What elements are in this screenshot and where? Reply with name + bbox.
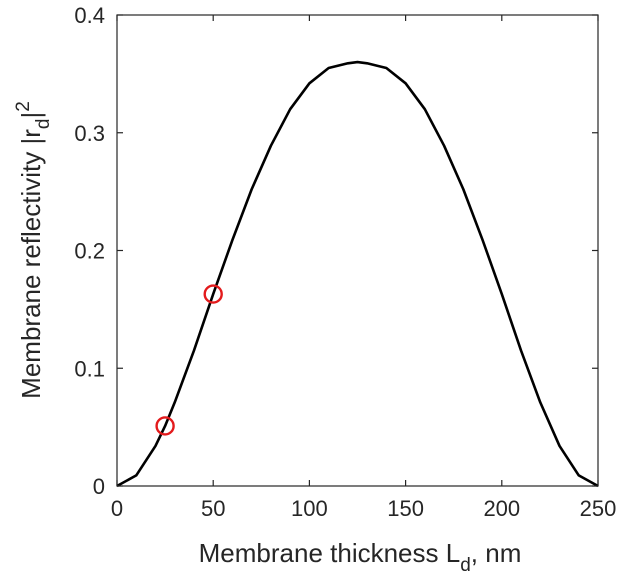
plot-area [116, 14, 599, 488]
y-axis-label: Membrane reflectivity |rd|2 [13, 101, 54, 399]
data-point-marker [155, 416, 175, 436]
x-tick-label: 200 [483, 496, 520, 521]
y-axis: 0 0.1 0.2 0.3 0.4 [74, 3, 598, 499]
x-axis-label: Membrane thickness Ld, nm [199, 538, 522, 576]
x-tick-label: 0 [111, 496, 123, 521]
axes-box [116, 14, 599, 487]
x-tick-label: 150 [387, 496, 424, 521]
x-tick-label: 250 [580, 496, 617, 521]
y-tick-label: 0.2 [74, 239, 105, 264]
x-axis: 0 50 100 150 200 250 [111, 15, 616, 521]
y-tick-label: 0.1 [74, 356, 105, 381]
x-tick-label: 100 [291, 496, 328, 521]
y-tick-label: 0.3 [74, 121, 105, 146]
reflectivity-curve [116, 60, 599, 488]
x-tick-label: 50 [201, 496, 225, 521]
y-tick-label: 0.4 [74, 3, 105, 28]
data-point-marker [203, 284, 223, 304]
y-tick-label: 0 [93, 474, 105, 499]
